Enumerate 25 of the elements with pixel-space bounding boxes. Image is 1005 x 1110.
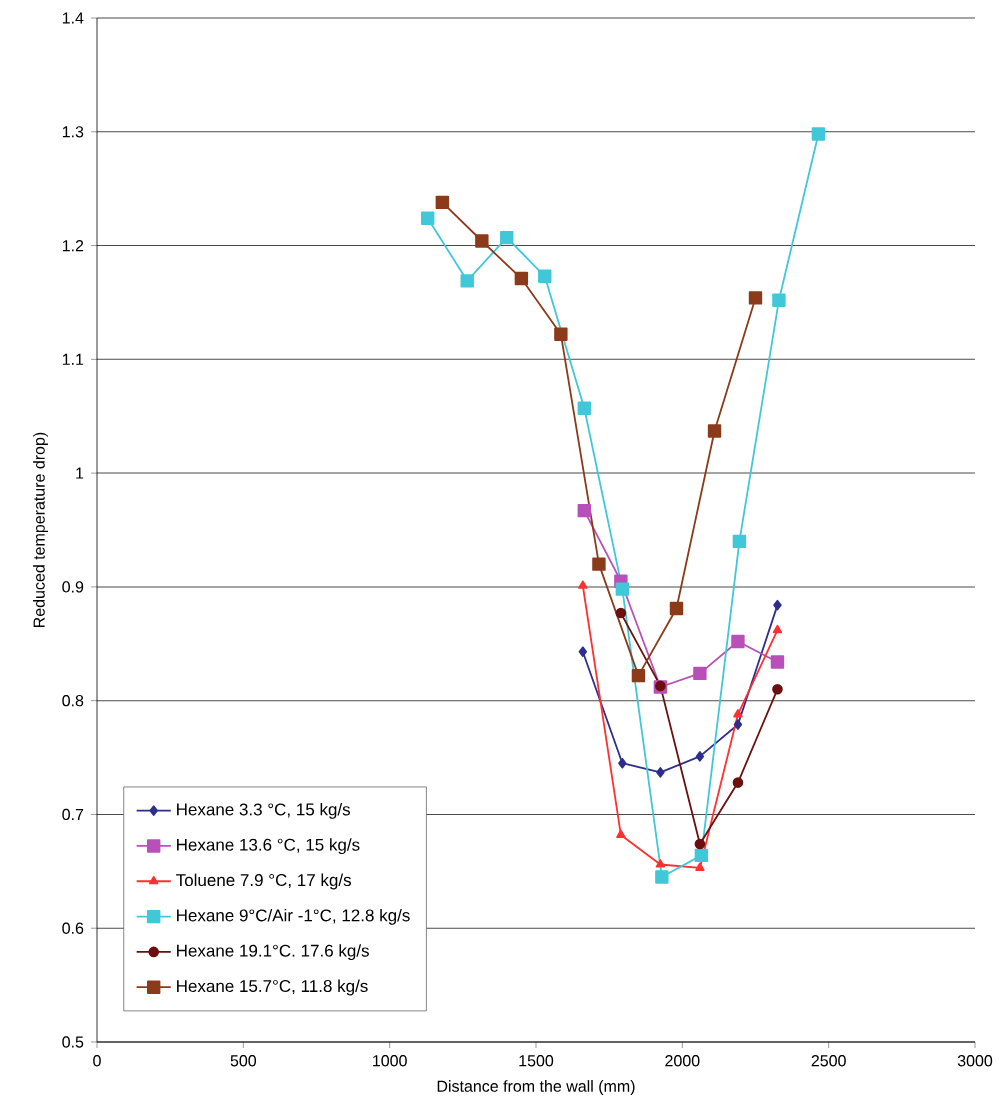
x-tick-label: 1000 bbox=[373, 1055, 407, 1067]
y-tick-label: 1 bbox=[76, 467, 84, 479]
y-tick-label: 0.7 bbox=[62, 808, 84, 821]
x-tick-label: 3000 bbox=[957, 1055, 993, 1067]
x-tick-label: 500 bbox=[230, 1055, 257, 1067]
legend-label: Hexane 13.6 °C, 15 kg/s bbox=[177, 838, 360, 855]
legend-label: Hexane 15.7°C, 11.8 kg/s bbox=[177, 979, 368, 996]
legend-label: Hexane 19.1°C. 17.6 kg/s bbox=[177, 944, 369, 961]
y-tick-label: 0.8 bbox=[62, 695, 84, 707]
x-tick-label: 1500 bbox=[519, 1055, 554, 1067]
y-axis-title: Reduced temperature drop) bbox=[33, 432, 48, 627]
y-tick-label: 1.1 bbox=[62, 353, 84, 365]
y-tick-label: 0.6 bbox=[62, 922, 84, 934]
legend-label: Hexane 9°C/Air -1°C, 12.8 kg/s bbox=[177, 908, 410, 925]
y-tick-label: 1.4 bbox=[62, 12, 84, 24]
x-tick-label: 2500 bbox=[811, 1055, 846, 1067]
legend-label: Hexane 3.3 °C, 15 kg/s bbox=[177, 802, 351, 819]
x-axis-title: Distance from the wall (mm) bbox=[437, 1080, 635, 1096]
y-tick-label: 0.5 bbox=[62, 1036, 84, 1048]
y-tick-label: 1.3 bbox=[62, 126, 84, 138]
legend-label: Toluene 7.9 °C, 17 kg/s bbox=[176, 873, 351, 890]
y-tick-label: 1.2 bbox=[62, 239, 84, 252]
y-tick-label: 0.9 bbox=[62, 581, 84, 593]
x-tick-label: 0 bbox=[93, 1055, 101, 1067]
x-tick-label: 2000 bbox=[665, 1055, 700, 1067]
